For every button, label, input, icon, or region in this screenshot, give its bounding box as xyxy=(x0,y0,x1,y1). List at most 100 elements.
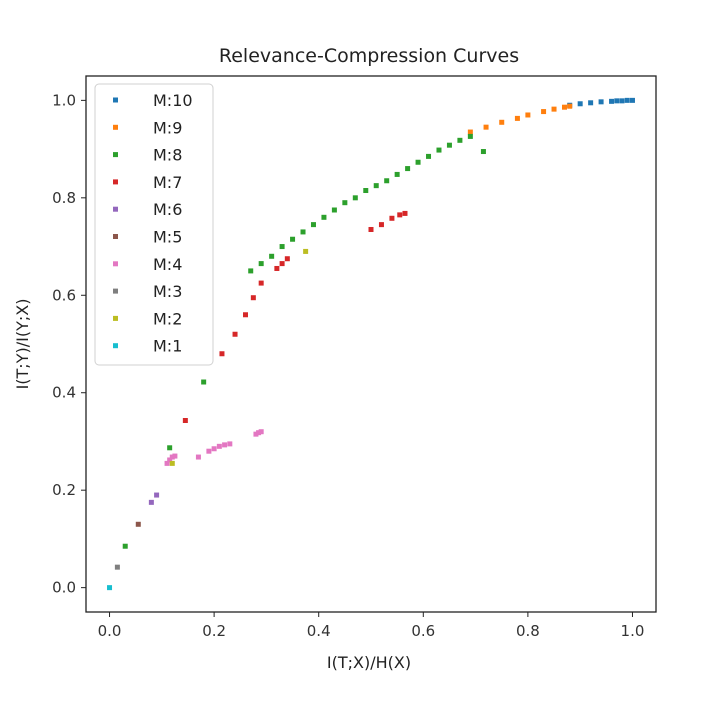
point-m7-4 xyxy=(250,295,256,301)
point-m10-5 xyxy=(614,98,620,104)
point-m10-8 xyxy=(629,97,635,103)
legend-label: M:8 xyxy=(153,146,182,165)
point-m8-15 xyxy=(373,183,379,189)
point-m8-19 xyxy=(415,159,421,165)
point-m8-24 xyxy=(467,133,473,139)
point-m10-1 xyxy=(577,101,583,107)
point-m7-1 xyxy=(219,351,225,357)
point-m8-10 xyxy=(321,214,327,220)
y-axis: 0.0 0.2 0.4 0.6 0.8 1.0 xyxy=(52,91,86,597)
point-m4-8 xyxy=(222,442,228,448)
point-m8-18 xyxy=(405,166,411,172)
data-points xyxy=(107,97,635,591)
legend-label: M:7 xyxy=(153,173,182,192)
point-m7-0 xyxy=(182,418,188,423)
point-m4-0 xyxy=(164,460,170,466)
point-m9-4 xyxy=(525,112,531,118)
legend-label: M:10 xyxy=(153,91,193,110)
point-m5-0 xyxy=(135,521,141,527)
y-axis-label: I(T;Y)/I(Y;X) xyxy=(13,299,32,390)
point-m9-8 xyxy=(567,103,573,109)
point-m9-6 xyxy=(551,106,557,112)
point-m7-9 xyxy=(368,226,374,232)
point-m4-3 xyxy=(172,453,178,459)
legend-marker xyxy=(113,261,118,267)
point-m6-1 xyxy=(154,492,160,498)
point-m7-13 xyxy=(402,210,408,216)
point-m8-21 xyxy=(436,147,442,153)
legend-label: M:4 xyxy=(153,255,182,274)
point-m8-1 xyxy=(167,445,173,451)
point-m9-7 xyxy=(561,104,567,110)
point-m8-14 xyxy=(363,188,369,194)
legend-marker xyxy=(113,179,118,185)
x-axis-label: I(T;X)/H(X) xyxy=(327,653,411,672)
point-m9-1 xyxy=(483,124,489,130)
point-m7-12 xyxy=(397,212,403,218)
point-m7-8 xyxy=(284,256,290,262)
legend-label: M:3 xyxy=(153,282,182,301)
x-tick-label: 1.0 xyxy=(621,622,645,640)
legend-marker xyxy=(113,152,118,158)
point-m8-5 xyxy=(269,253,275,259)
point-m4-2 xyxy=(169,454,175,460)
point-m8-25 xyxy=(480,149,486,155)
point-m9-2 xyxy=(499,119,505,125)
x-tick-label: 0.0 xyxy=(98,622,122,640)
point-m8-7 xyxy=(290,236,296,242)
point-m10-6 xyxy=(619,98,625,104)
point-m7-10 xyxy=(378,222,384,228)
point-m1-0 xyxy=(107,585,113,591)
point-m7-6 xyxy=(274,265,280,271)
point-m4-11 xyxy=(256,430,262,436)
legend-label: M:9 xyxy=(153,118,182,137)
legend-box xyxy=(94,83,214,366)
point-m7-3 xyxy=(243,312,248,318)
y-tick-label: 0.2 xyxy=(52,481,76,499)
point-m7-11 xyxy=(389,215,395,221)
point-m8-8 xyxy=(300,229,306,235)
point-m10-7 xyxy=(624,97,630,103)
chart-title: Relevance-Compression Curves xyxy=(219,45,519,67)
plot-frame xyxy=(85,75,657,613)
point-m7-7 xyxy=(279,261,285,267)
point-m8-6 xyxy=(279,244,285,250)
point-m2-0 xyxy=(303,248,309,254)
x-tick-label: 0.6 xyxy=(411,622,435,640)
point-m7-5 xyxy=(258,280,264,286)
point-m6-0 xyxy=(148,499,154,505)
legend-marker xyxy=(113,288,118,294)
x-tick-label: 0.2 xyxy=(202,622,226,640)
point-m9-3 xyxy=(514,115,520,121)
legend-marker xyxy=(113,234,118,239)
point-m4-4 xyxy=(195,454,201,460)
legend-label: M:1 xyxy=(153,337,182,356)
point-m8-22 xyxy=(446,142,452,148)
point-m9-5 xyxy=(541,109,547,115)
point-m8-4 xyxy=(258,261,264,267)
point-m4-5 xyxy=(206,448,212,454)
legend-label: M:5 xyxy=(153,228,182,247)
point-m4-6 xyxy=(211,446,217,452)
legend-marker xyxy=(113,124,118,130)
x-axis: 0.0 0.2 0.4 0.6 0.8 1.0 xyxy=(98,612,645,640)
point-m8-17 xyxy=(394,171,400,177)
point-m8-3 xyxy=(248,268,254,274)
y-tick-label: 1.0 xyxy=(52,91,76,109)
point-m3-0 xyxy=(114,564,120,570)
point-m10-2 xyxy=(588,100,594,106)
y-tick-label: 0.4 xyxy=(52,384,76,402)
legend-marker xyxy=(113,343,118,349)
point-m4-9 xyxy=(227,441,233,447)
point-m9-0 xyxy=(467,129,473,135)
point-m10-3 xyxy=(598,99,604,105)
legend-label: M:2 xyxy=(153,309,182,328)
legend: M:10 M:9 M:8 M:7 M:6 M:5 M:4 M:3 M:2 M:1 xyxy=(94,83,214,366)
x-tick-label: 0.4 xyxy=(307,622,331,640)
point-m7-2 xyxy=(232,331,238,337)
point-m8-11 xyxy=(331,207,337,213)
point-m4-7 xyxy=(216,443,222,449)
point-m4-10 xyxy=(253,431,259,437)
point-m4-1 xyxy=(167,457,173,463)
